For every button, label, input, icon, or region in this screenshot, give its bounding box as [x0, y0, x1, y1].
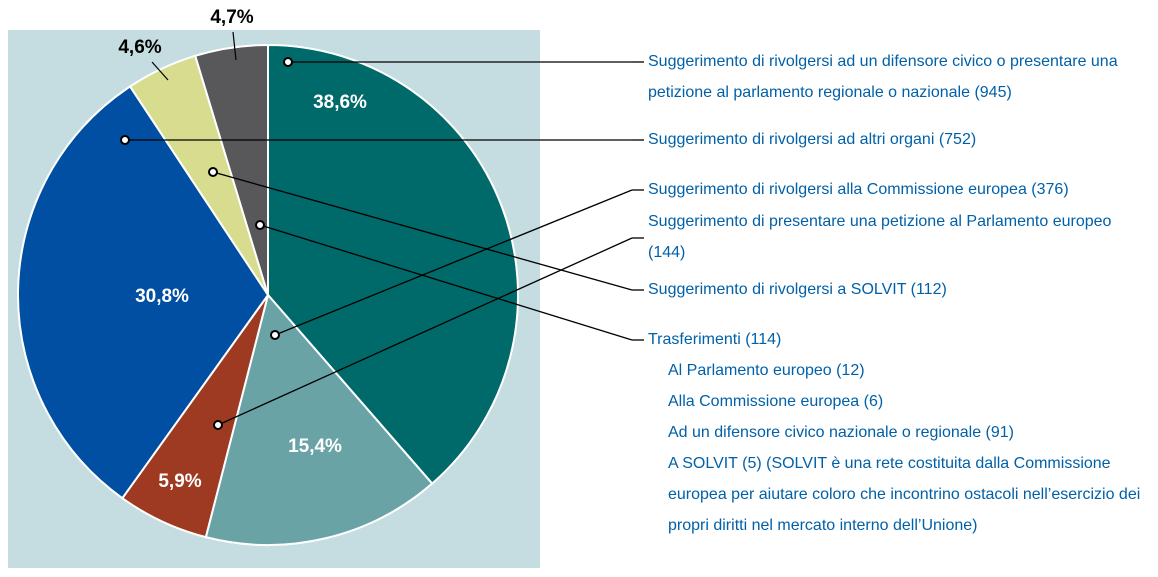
legend-label: Suggerimento di rivolgersi a SOLVIT (112… — [648, 281, 947, 298]
legend-label: Trasferimenti (114) — [648, 331, 782, 348]
legend-sublabel: Al Parlamento europeo (12) — [668, 362, 865, 379]
legend-label: Suggerimento di presentare una petizione… — [648, 213, 1112, 261]
legend-label: Suggerimento di rivolgersi ad altri orga… — [648, 131, 977, 148]
leader-line — [259, 224, 633, 341]
leader-dot — [213, 420, 223, 430]
pie-slice — [193, 43, 269, 296]
leader-dot — [120, 135, 130, 145]
leader-dot — [270, 330, 280, 340]
pie-slice — [17, 85, 270, 500]
leader-dot — [208, 167, 218, 177]
value-label: 4,6% — [118, 37, 161, 58]
leader-line — [212, 171, 633, 291]
pie-slice — [267, 43, 519, 485]
leader-dot — [283, 57, 293, 67]
label-leader — [151, 61, 169, 81]
value-label: 30,8% — [135, 286, 189, 307]
legend-sublabel: A SOLVIT (5) (SOLVIT è una rete costitui… — [668, 455, 1141, 534]
label-leader — [232, 31, 237, 61]
value-label: 15,4% — [288, 436, 342, 457]
legend-label: Suggerimento di rivolgersi alla Commissi… — [648, 181, 1069, 198]
legend-sublabel: Alla Commissione europea (6) — [668, 393, 884, 410]
leader-line — [217, 237, 633, 426]
legend-label: Suggerimento di rivolgersi ad un difenso… — [648, 53, 1118, 101]
value-label: 38,6% — [313, 92, 367, 113]
pie-slice — [204, 292, 434, 546]
legend-sublabel: Ad un difensore civico nazionale o regio… — [668, 424, 1014, 441]
leader-line — [274, 189, 633, 336]
value-label: 5,9% — [158, 471, 201, 492]
leader-dot — [255, 220, 265, 230]
value-label: 4,7% — [210, 7, 253, 28]
